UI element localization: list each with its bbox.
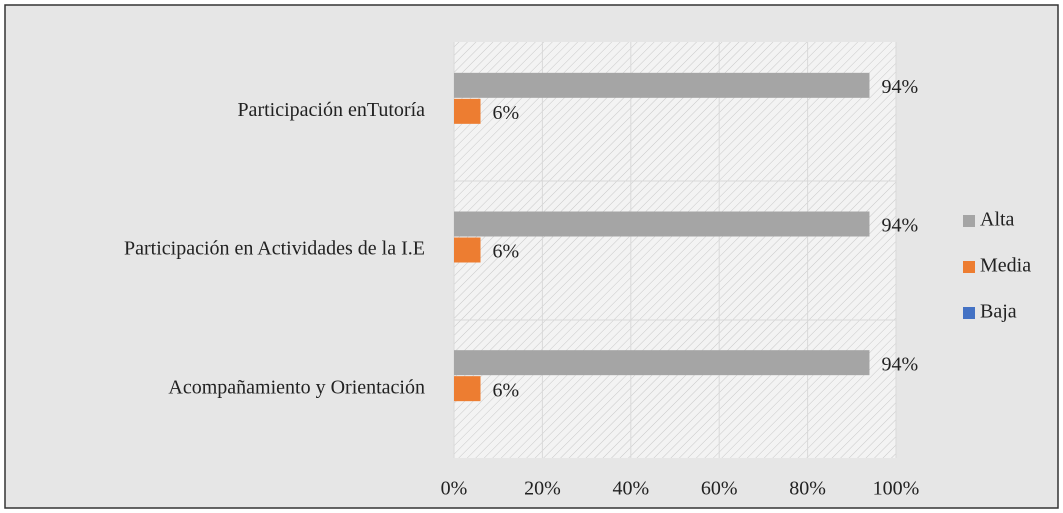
bar [454, 350, 870, 376]
bar [454, 72, 870, 98]
data-label: 94% [881, 353, 918, 375]
bar [454, 211, 870, 237]
y-tick-label: Acompañamiento y Orientación [168, 376, 425, 398]
bar [454, 237, 481, 263]
legend-label: Alta [980, 209, 1015, 231]
data-label: 94% [881, 215, 918, 237]
data-label: 6% [493, 379, 520, 401]
x-tick-label: 80% [789, 478, 826, 500]
y-tick-label: Participación en Actividades de la I.E [124, 238, 425, 260]
bar [454, 98, 481, 124]
plot-area [454, 42, 896, 458]
data-label: 6% [493, 102, 520, 124]
x-tick-label: 100% [873, 478, 920, 500]
x-tick-label: 0% [441, 478, 468, 500]
legend-swatch [963, 307, 975, 319]
y-tick-label: Participación enTutoría [237, 99, 425, 121]
bar [454, 376, 481, 402]
x-tick-label: 20% [524, 478, 561, 500]
data-label: 94% [881, 76, 918, 98]
legend-swatch [963, 261, 975, 273]
x-tick-label: 40% [612, 478, 649, 500]
legend-label: Media [980, 255, 1031, 277]
data-label: 6% [493, 241, 520, 263]
x-tick-label: 60% [701, 478, 738, 500]
legend-label: Baja [980, 301, 1017, 323]
legend-swatch [963, 215, 975, 227]
